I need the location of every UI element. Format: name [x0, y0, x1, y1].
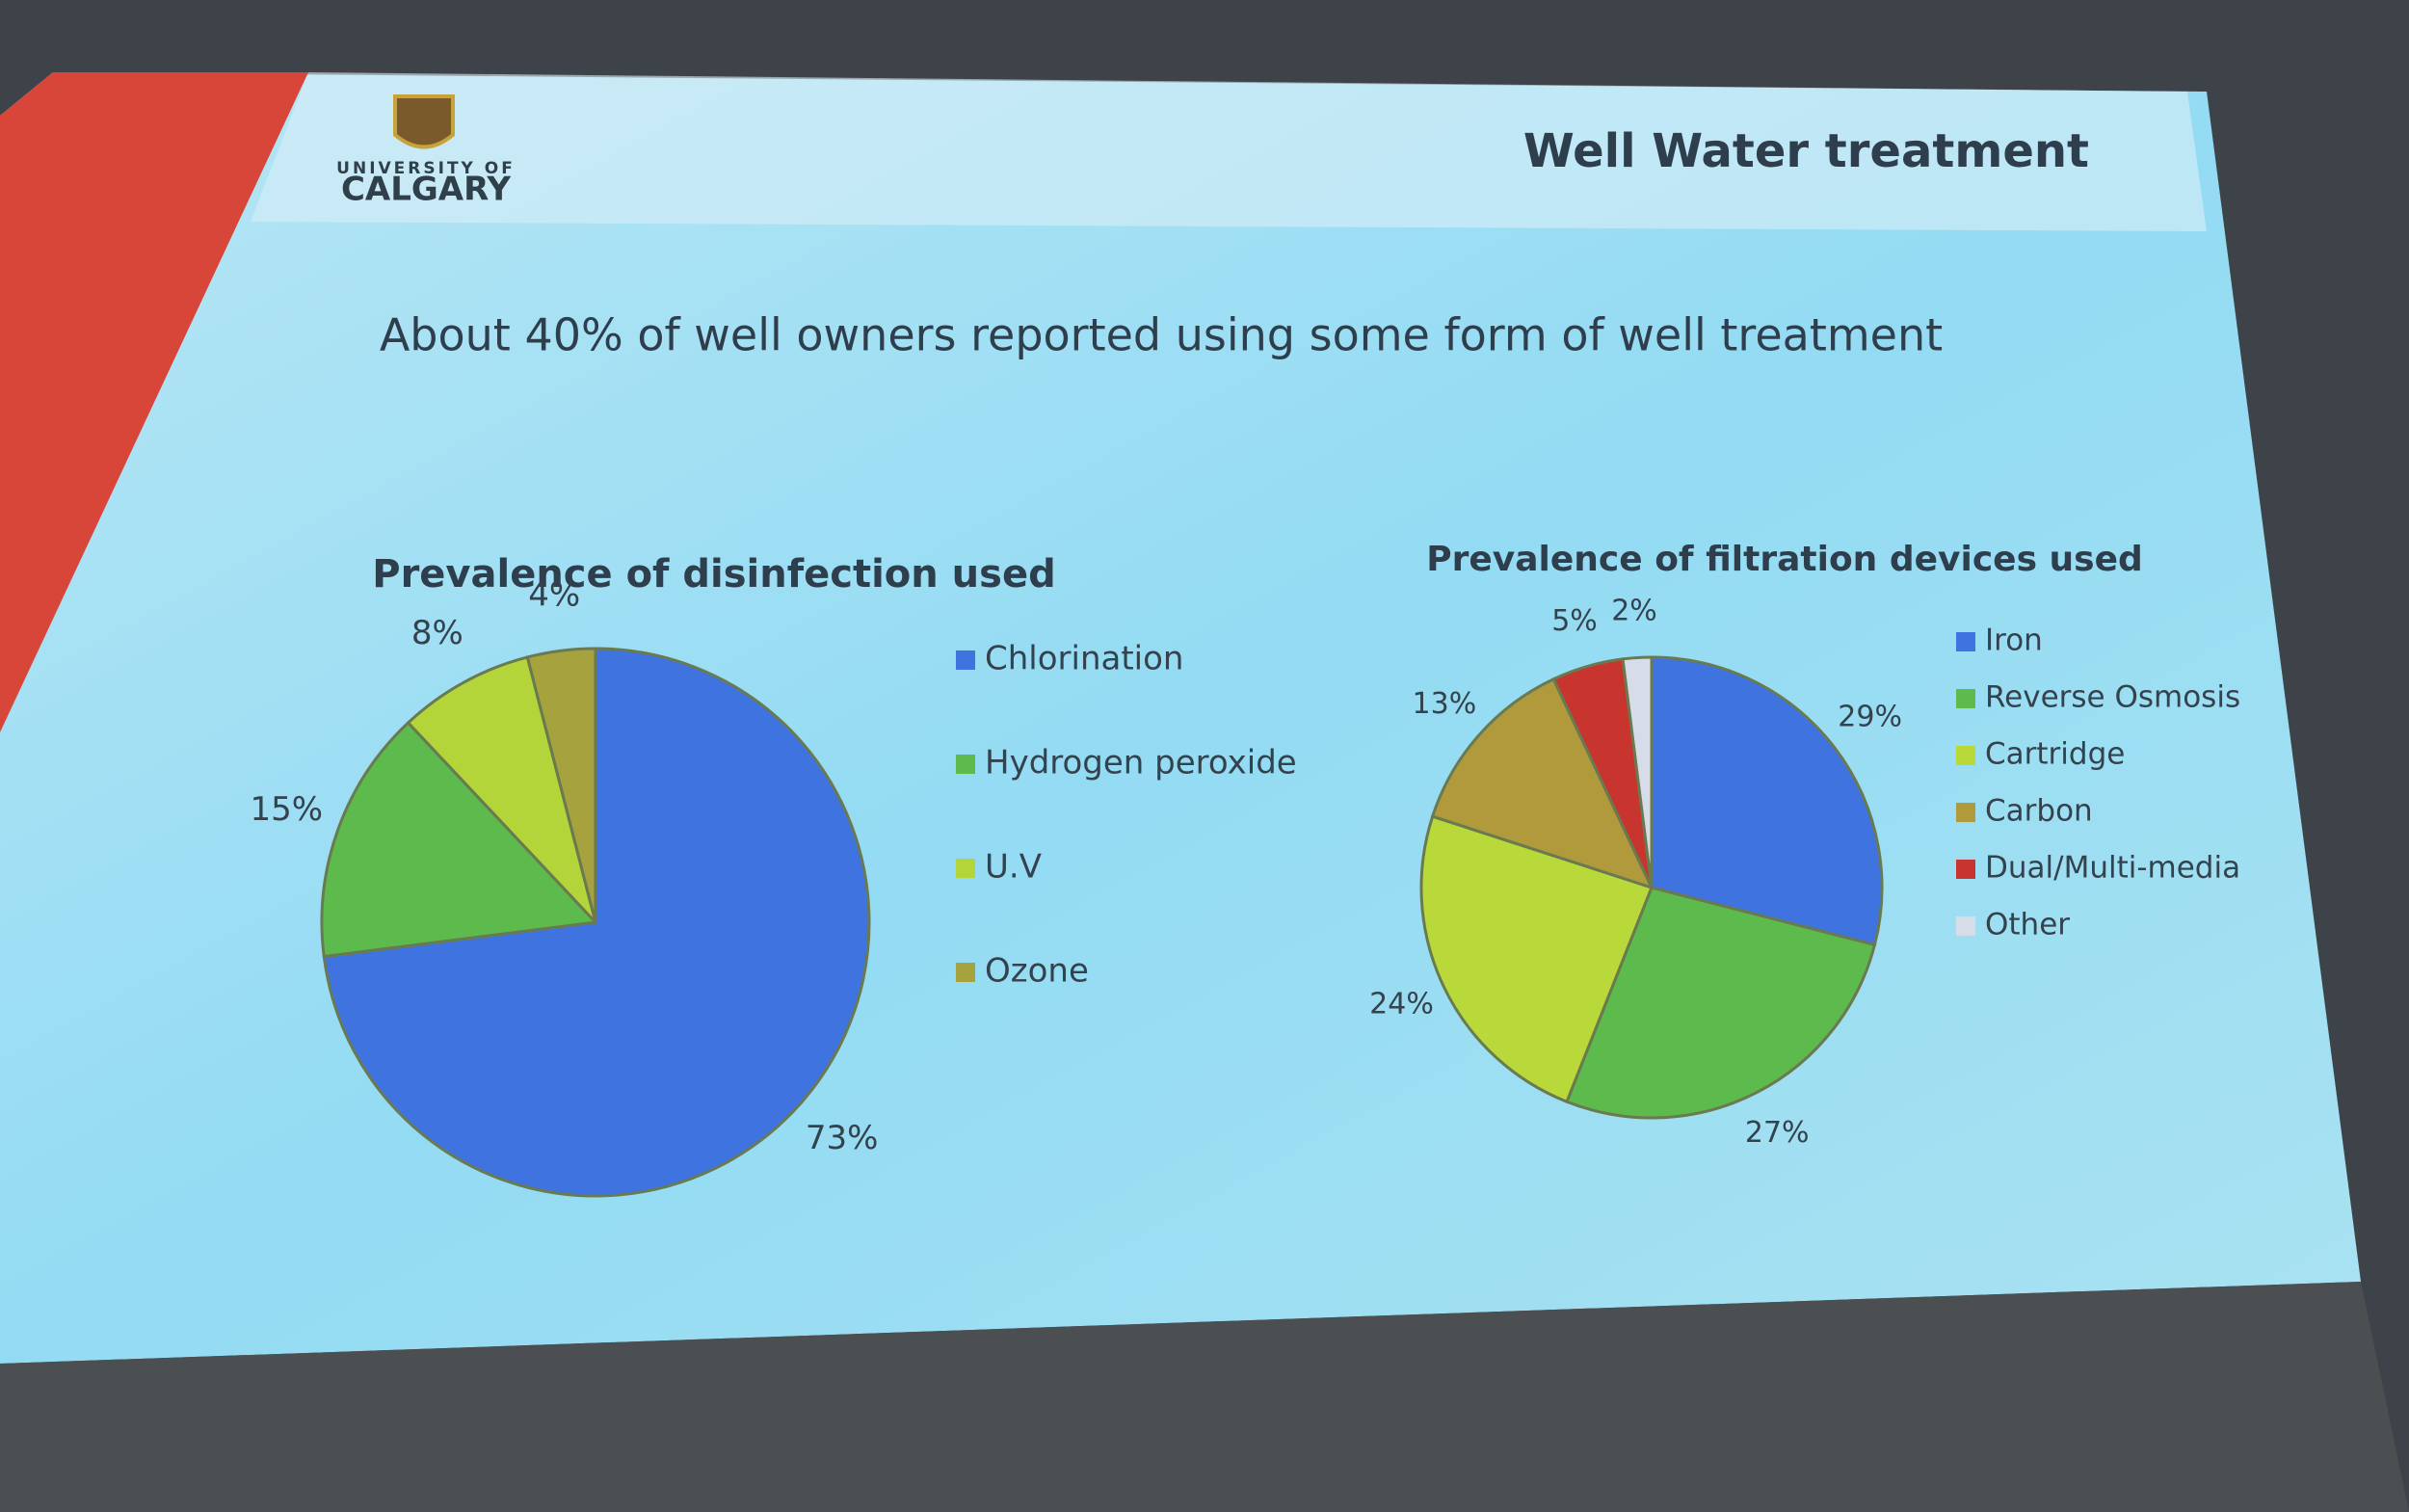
- legend-swatch: [1956, 916, 1975, 936]
- pie-slice: [1621, 655, 1654, 889]
- legend-label: Other: [1985, 908, 2070, 942]
- pie-slice: [1419, 814, 1654, 1104]
- legend-swatch: [956, 963, 975, 982]
- pie-slice: [1565, 886, 1877, 1120]
- legend-swatch: [1956, 689, 1975, 708]
- slide-background: [0, 72, 2361, 1364]
- legend-swatch: [956, 650, 975, 670]
- legend-swatch: [1956, 860, 1975, 879]
- logo-line2: CALGARY: [341, 171, 511, 209]
- legend-swatch: [956, 859, 975, 878]
- data-label: 73%: [806, 1119, 879, 1157]
- pie-slice: [1650, 655, 1884, 947]
- slide-title: Well Water treatment: [1523, 124, 2089, 178]
- data-label: 8%: [411, 614, 463, 652]
- data-label: 13%: [1413, 687, 1477, 721]
- legend-swatch: [1956, 632, 1975, 651]
- legend-swatch: [956, 755, 975, 774]
- slide-subtitle: About 40% of well owners reported using …: [380, 309, 1943, 361]
- data-label: 15%: [251, 790, 324, 829]
- legend-label: Carbon: [1985, 794, 2093, 829]
- data-label: 5%: [1551, 604, 1598, 638]
- pie-slice: [406, 655, 597, 924]
- floor-shadow: [0, 1282, 2409, 1512]
- pie-slice: [525, 647, 597, 923]
- data-label: 29%: [1838, 701, 1902, 734]
- logo-line1: UNIVERSITY OF: [336, 159, 516, 178]
- legend-label: Chlorination: [985, 640, 1183, 678]
- header-band: [251, 72, 2207, 231]
- legend-label: Iron: [1985, 623, 2043, 658]
- data-label: 4%: [528, 575, 580, 614]
- data-label: 2%: [1611, 594, 1657, 627]
- data-label: 27%: [1745, 1116, 1810, 1150]
- red-band: [0, 72, 308, 732]
- pie-slice: [320, 720, 599, 959]
- legend-label: Reverse Osmosis: [1985, 680, 2240, 715]
- legend-swatch: [1956, 803, 1975, 822]
- legend-label: Cartridge: [1985, 737, 2125, 772]
- chart-title: Prevalence of disinfection used: [372, 552, 1055, 597]
- pie-slice: [1430, 676, 1655, 890]
- data-label: 24%: [1369, 988, 1434, 1021]
- legend-label: U.V: [985, 848, 1042, 887]
- legend-swatch: [1956, 746, 1975, 765]
- legend-label: Dual/Multi-media: [1985, 851, 2240, 886]
- legend-label: Ozone: [985, 952, 1089, 991]
- chart-title: Prevalence of filtration devices used: [1426, 540, 2143, 579]
- logo-shield: [393, 94, 455, 149]
- legend-label: Hydrogen peroxide: [985, 744, 1297, 783]
